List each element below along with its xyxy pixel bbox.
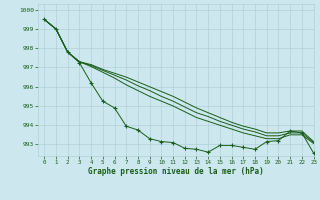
- X-axis label: Graphe pression niveau de la mer (hPa): Graphe pression niveau de la mer (hPa): [88, 167, 264, 176]
